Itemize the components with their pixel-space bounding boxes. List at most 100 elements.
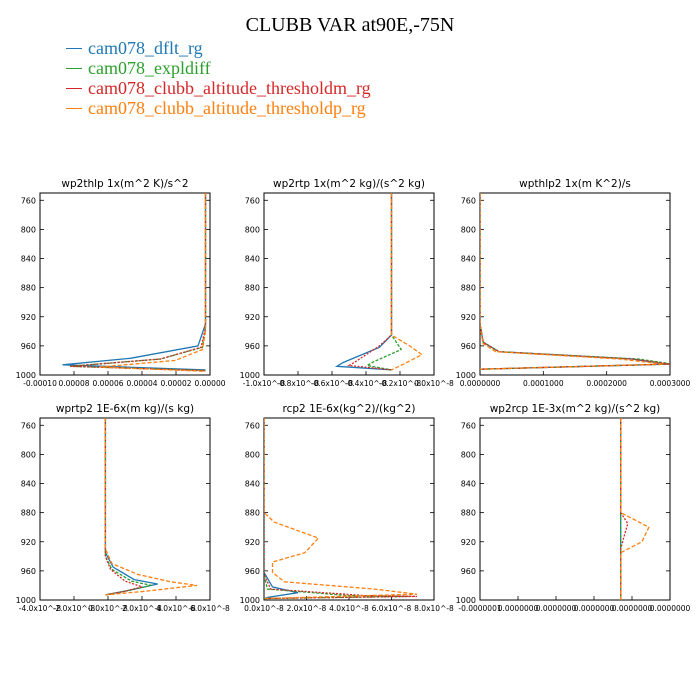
chart-title: CLUBB VAR at90E,-75N [245,14,455,36]
x-tick-label: 0.0x10^-8 [88,604,128,613]
x-tick-label: 0.0000000 [460,379,501,388]
x-tick-label: 0.0000000 [574,604,615,613]
y-tick-label: 800 [21,450,36,459]
legend-swatch [66,87,82,89]
series-line [104,418,158,596]
y-tick-label: 1000 [240,596,260,605]
x-tick-label: 6.0x10^-8 [372,604,412,613]
y-tick-label: 880 [245,284,260,293]
subplot-title: wpthlp2 1x(m K^2)/s [519,178,631,190]
y-tick-label: 920 [245,538,260,547]
y-tick-label: 760 [461,196,476,205]
y-tick-label: 840 [461,480,476,489]
x-tick-label: -2.0x10^-8 [53,604,96,613]
y-tick-label: 920 [461,313,476,322]
series-line [480,193,670,370]
legend-swatch [66,47,82,49]
y-tick-label: 760 [461,421,476,430]
y-tick-label: 760 [21,196,36,205]
plot-frame [263,417,435,601]
y-tick-label: 800 [245,225,260,234]
subplot-title: rcp2 1E-6x(kg^2)/(kg^2) [283,403,416,415]
subplot-title: wp2rtp 1x(m^2 kg)/(s^2 kg) [273,178,425,190]
x-tick-label: 0.0000000 [612,604,653,613]
subplot: wp2rtp 1x(m^2 kg)/(s^2 kg) 760 800 840 880 92… [240,178,454,388]
series-line [620,418,650,600]
x-tick-label: 0.00000 [194,379,225,388]
x-tick-label: 0.00006 [92,379,123,388]
subplot-title: wp2rcp 1E-3x(m^2 kg)/(s^2 kg) [490,403,661,415]
subplot: wp2thlp 1x(m^2 K)/s^2 760 800 840 880 920 960 1… [16,178,226,388]
x-tick-label: 0.00008 [58,379,89,388]
x-tick-label: -0.0000001 [458,604,501,613]
series-line [365,193,403,371]
y-tick-label: 760 [245,421,260,430]
legend-label: cam078_dflt_rg [88,38,203,58]
y-tick-label: 960 [21,567,36,576]
x-tick-label: 2.0x10^-8 [122,604,162,613]
y-tick-label: 960 [461,567,476,576]
plot-frame [479,417,671,601]
x-tick-label: -0.4x10^-8 [345,379,388,388]
x-tick-label: 0.0x10^-8 [414,379,454,388]
x-tick-label: 0.00004 [126,379,157,388]
y-tick-label: 880 [245,509,260,518]
y-tick-label: 880 [461,509,476,518]
y-tick-label: 800 [461,450,476,459]
plot-frame [479,192,671,376]
series-line [264,418,418,600]
series-line [70,193,207,372]
series-line [346,193,393,371]
y-tick-label: 1000 [456,371,476,380]
series-line [104,418,152,596]
subplot-title: wp2thlp 1x(m^2 K)/s^2 [61,178,188,190]
y-tick-label: 800 [245,450,260,459]
y-tick-label: 960 [245,567,260,576]
legend-swatch [66,107,82,109]
y-tick-label: 840 [21,255,36,264]
series-line [480,193,667,370]
y-tick-label: 760 [245,196,260,205]
series-line [264,418,299,600]
y-tick-label: 840 [245,255,260,264]
series-line [390,193,424,371]
x-tick-label: 0.00002 [160,379,191,388]
legend-label: cam078_clubb_altitude_thresholdm_rg [88,78,371,98]
legend-item: cam078_clubb_altitude_thresholdp_rg [66,98,371,118]
plot-frame [263,192,435,376]
x-tick-label: 0.0003000 [650,379,691,388]
legend-item: cam078_clubb_altitude_thresholdm_rg [66,78,371,98]
x-tick-label: -1.0x10^-8 [243,379,286,388]
series-line [100,193,207,373]
x-tick-label: 0.0000000 [498,604,539,613]
x-tick-label: 0.0000000 [536,604,577,613]
y-tick-label: 840 [21,480,36,489]
series-line [334,193,393,371]
x-tick-label: 8.0x10^-8 [414,604,454,613]
x-tick-label: -0.6x10^-8 [311,379,354,388]
y-tick-label: 1000 [16,596,36,605]
x-tick-label: 0.0x10^-8 [244,604,284,613]
series-line [264,418,409,600]
y-tick-label: 920 [245,313,260,322]
y-tick-label: 880 [21,509,36,518]
y-tick-label: 1000 [16,371,36,380]
legend-label: cam078_expldiff [88,58,211,78]
subplot: rcp2 1E-6x(kg^2)/(kg^2) 760 800 840 880 920 96… [240,403,454,613]
subplot: wpthlp2 1x(m K^2)/s 760 800 840 880 920 960 100… [456,178,691,388]
y-tick-label: 840 [245,480,260,489]
subplot: wp2rcp 1E-3x(m^2 kg)/(s^2 kg) 760 800 840 88… [456,403,691,613]
y-tick-label: 920 [461,538,476,547]
plot-frame [39,192,211,376]
x-tick-label: 2.0x10^-8 [287,604,327,613]
x-tick-label: -4.0x10^-8 [19,604,62,613]
y-tick-label: 960 [461,342,476,351]
y-tick-label: 880 [461,284,476,293]
y-tick-label: 1000 [240,371,260,380]
legend-item: cam078_expldiff [66,58,371,78]
y-tick-label: 920 [21,538,36,547]
series-line [480,193,670,370]
x-tick-label: -0.2x10^-8 [379,379,422,388]
legend-label: cam078_clubb_altitude_thresholdp_rg [88,98,366,118]
